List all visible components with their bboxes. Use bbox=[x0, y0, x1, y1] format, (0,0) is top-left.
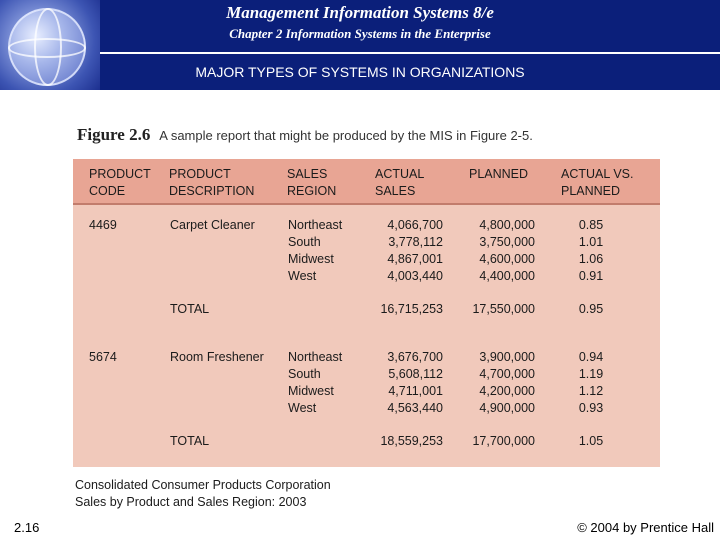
actual-cell: 4,003,440 bbox=[387, 269, 443, 283]
report-footer-company: Consolidated Consumer Products Corporati… bbox=[75, 478, 331, 492]
header-rule bbox=[73, 203, 660, 205]
region-cell: Midwest bbox=[288, 252, 334, 266]
header-actual-sales: ACTUAL SALES bbox=[375, 167, 425, 198]
region-cell: West bbox=[288, 269, 317, 283]
slide-subtitle: Chapter 2 Information Systems in the Ent… bbox=[229, 26, 491, 41]
header-divider bbox=[100, 52, 720, 54]
ratio-cell: 1.01 bbox=[578, 235, 604, 249]
figure-label: Figure 2.6 bbox=[77, 125, 151, 144]
report-table-header: PRODUCT CODE PRODUCT DESCRIPTION SALES R… bbox=[73, 159, 660, 203]
actual-cell: 4,867,001 bbox=[387, 252, 443, 266]
region-cell: West bbox=[288, 401, 317, 415]
planned-cell: 3,900,000 bbox=[479, 350, 535, 364]
header-planned: PLANNED bbox=[469, 167, 529, 181]
planned-cell: 4,200,000 bbox=[479, 384, 535, 398]
report-table: PRODUCT CODE PRODUCT DESCRIPTION SALES R… bbox=[73, 159, 660, 467]
ratio-cell: 1.06 bbox=[578, 252, 604, 266]
region-cell: Northeast bbox=[288, 350, 343, 364]
total-label: TOTAL bbox=[170, 302, 210, 316]
total-planned: 17,700,000 bbox=[472, 434, 535, 448]
total-ratio: 1.05 bbox=[578, 434, 604, 448]
region-cell: South bbox=[288, 235, 321, 249]
planned-cell: 4,700,000 bbox=[479, 367, 535, 381]
product-code: 5674 bbox=[89, 350, 117, 364]
ratio-cell: 0.91 bbox=[578, 269, 604, 283]
ratio-cell: 0.94 bbox=[578, 350, 604, 364]
planned-cell: 4,400,000 bbox=[479, 269, 535, 283]
product-description: Room Freshener bbox=[170, 350, 264, 364]
ratio-cell: 0.85 bbox=[578, 218, 604, 232]
ratio-cell: 1.12 bbox=[578, 384, 604, 398]
planned-cell: 3,750,000 bbox=[479, 235, 535, 249]
region-cell: Northeast bbox=[288, 218, 343, 232]
slide-header: Management Information Systems 8/e Chapt… bbox=[0, 0, 720, 90]
actual-cell: 3,778,112 bbox=[388, 235, 443, 249]
slide-number: 2.16 bbox=[14, 520, 40, 535]
actual-cell: 4,066,700 bbox=[387, 218, 443, 232]
actual-cell: 4,711,001 bbox=[388, 384, 443, 398]
figure-caption: Figure 2.6 A sample report that might be… bbox=[77, 125, 533, 145]
planned-cell: 4,900,000 bbox=[479, 401, 535, 415]
actual-cell: 4,563,440 bbox=[387, 401, 443, 415]
region-cell: Midwest bbox=[288, 384, 334, 398]
ratio-cell: 0.93 bbox=[578, 401, 604, 415]
globe-logo-area bbox=[0, 0, 100, 90]
total-actual: 16,715,253 bbox=[380, 302, 443, 316]
product-description: Carpet Cleaner bbox=[170, 218, 255, 232]
actual-cell: 5,608,112 bbox=[388, 367, 443, 381]
planned-cell: 4,800,000 bbox=[479, 218, 535, 232]
report-footer-title: Sales by Product and Sales Region: 2003 bbox=[75, 495, 307, 509]
header-product-description: PRODUCT DESCRIPTION bbox=[169, 167, 255, 198]
total-actual: 18,559,253 bbox=[380, 434, 443, 448]
total-planned: 17,550,000 bbox=[472, 302, 535, 316]
header-sales-region: SALES REGION bbox=[287, 167, 337, 198]
total-label: TOTAL bbox=[170, 434, 210, 448]
header-product-code: PRODUCT CODE bbox=[89, 167, 151, 198]
figure: Figure 2.6 A sample report that might be… bbox=[73, 115, 660, 515]
ratio-cell: 1.19 bbox=[578, 367, 604, 381]
actual-cell: 3,676,700 bbox=[387, 350, 443, 364]
globe-icon bbox=[8, 8, 86, 86]
region-cell: South bbox=[288, 367, 321, 381]
total-ratio: 0.95 bbox=[578, 302, 604, 316]
header-actual-vs-planned: ACTUAL VS. PLANNED bbox=[561, 167, 634, 198]
section-title: MAJOR TYPES OF SYSTEMS IN ORGANIZATIONS bbox=[195, 64, 525, 80]
copyright: © 2004 by Prentice Hall bbox=[577, 520, 714, 535]
slide-title: Management Information Systems 8/e bbox=[226, 3, 494, 22]
planned-cell: 4,600,000 bbox=[479, 252, 535, 266]
product-code: 4469 bbox=[89, 218, 117, 232]
figure-caption-text: A sample report that might be produced b… bbox=[159, 128, 533, 143]
